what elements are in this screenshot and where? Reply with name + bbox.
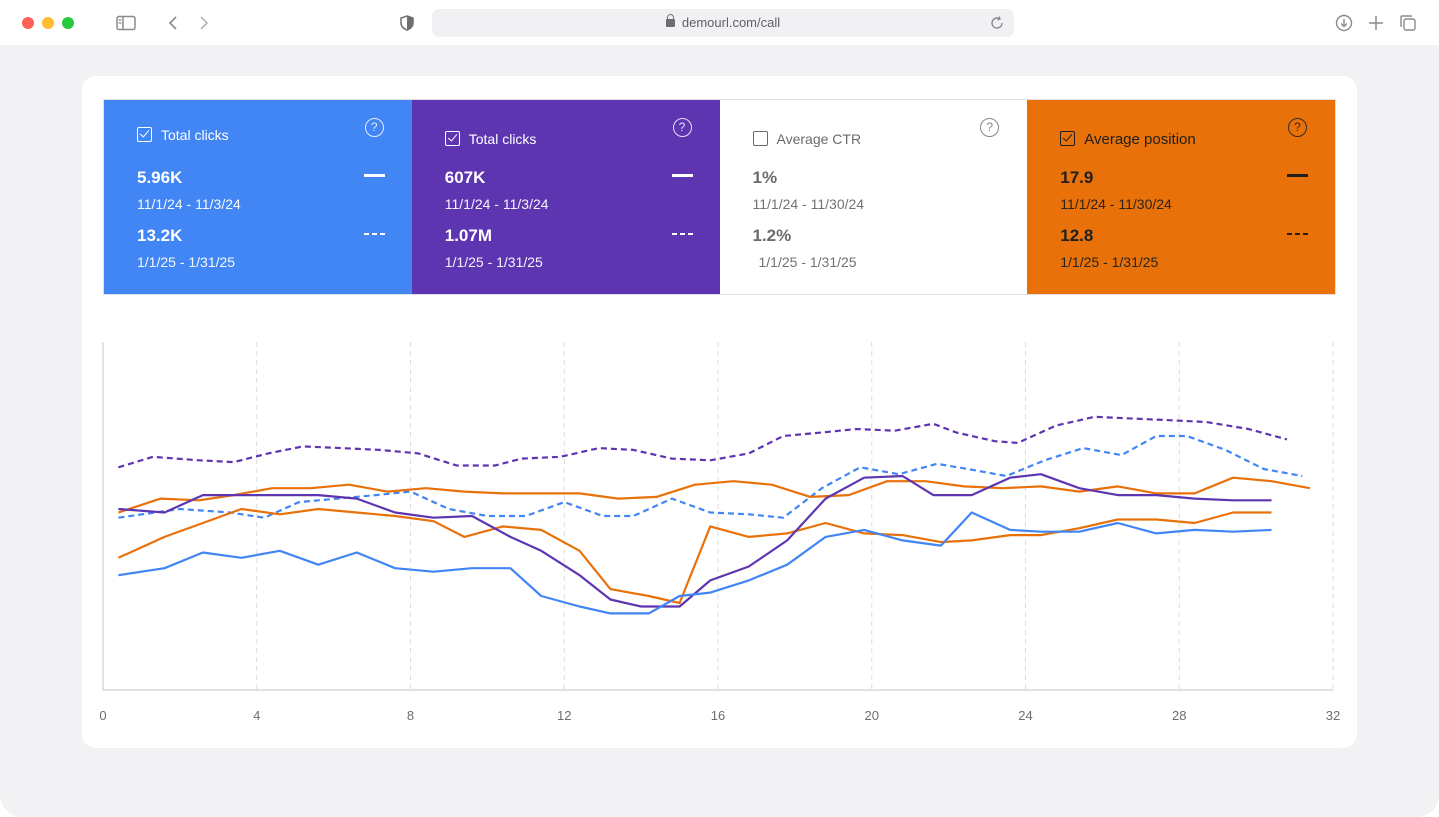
x-tick-label: 24 [1018, 708, 1032, 723]
url-text: demourl.com/call [681, 15, 781, 30]
performance-card: Total clicks ? 5.96K 11/1/24 - 11/3/24 1… [82, 76, 1357, 748]
metric-range-compare: 1/1/25 - 1/31/25 [137, 254, 236, 270]
x-tick-label: 4 [253, 708, 260, 723]
metric-value-current: 17.9 [1060, 168, 1094, 187]
maximize-window-button[interactable] [62, 17, 74, 29]
metric-value-compare: 13.2K [137, 226, 183, 245]
metric-range-current: 11/1/24 - 11/30/24 [752, 196, 865, 212]
metric-tile-total-clicks-2[interactable]: Total clicks ? 607K 11/1/24 - 11/3/24 1.… [411, 100, 720, 294]
metric-value-current: 1% [752, 168, 778, 187]
sidebar-toggle-icon[interactable] [115, 12, 137, 34]
minimize-window-button[interactable] [42, 17, 54, 29]
metric-label: Average CTR [776, 131, 862, 147]
x-tick-label: 32 [1326, 708, 1340, 723]
x-tick-label: 8 [407, 708, 414, 723]
metric-range-compare: 1/1/25 - 1/31/25 [758, 254, 857, 270]
metric-label: Total clicks [161, 127, 229, 143]
metric-tile-average-ctr[interactable]: Average CTR ? 1% 11/1/24 - 11/30/24 1.2%… [719, 100, 1028, 294]
help-icon[interactable]: ? [980, 118, 1000, 137]
metric-tile-total-clicks-1[interactable]: Total clicks ? 5.96K 11/1/24 - 11/3/24 1… [104, 100, 412, 294]
metric-range-current: 11/1/24 - 11/30/24 [1060, 196, 1172, 212]
series-line-3 [118, 476, 1311, 514]
help-icon[interactable]: ? [672, 118, 692, 137]
solid-line-legend-icon [363, 174, 385, 177]
metric-range-current: 11/1/24 - 11/3/24 [444, 196, 549, 212]
x-tick-label: 28 [1172, 708, 1186, 723]
x-tick-label: 12 [557, 708, 571, 723]
help-icon[interactable]: ? [1288, 118, 1307, 137]
shield-icon[interactable] [396, 12, 418, 34]
series-line-6 [118, 511, 1272, 615]
dashed-line-legend-icon [363, 233, 385, 235]
lock-icon [665, 14, 675, 27]
metric-value-compare: 1.2% [752, 226, 792, 245]
metric-value-compare: 1.07M [444, 226, 492, 245]
help-icon[interactable]: ? [364, 118, 384, 137]
metric-value-current: 607K [444, 168, 486, 187]
metric-value-compare: 12.8 [1060, 226, 1094, 245]
metric-range-compare: 1/1/25 - 1/31/25 [1060, 254, 1159, 270]
dashed-line-legend-icon [671, 233, 693, 235]
close-window-button[interactable] [22, 17, 34, 29]
page-background: Total clicks ? 5.96K 11/1/24 - 11/3/24 1… [0, 45, 1439, 817]
metric-tiles: Total clicks ? 5.96K 11/1/24 - 11/3/24 1… [103, 99, 1336, 295]
metric-label: Total clicks [468, 131, 537, 147]
metric-tile-average-position[interactable]: Average position ? 17.9 11/1/24 - 11/30/… [1027, 100, 1335, 294]
solid-line-legend-icon [671, 174, 693, 177]
metric-label: Average position [1084, 131, 1196, 148]
metric-value-current: 5.96K [137, 168, 183, 187]
back-icon[interactable] [162, 12, 184, 34]
x-tick-label: 0 [99, 708, 106, 723]
metric-range-current: 11/1/24 - 11/3/24 [137, 196, 241, 212]
forward-icon[interactable] [193, 12, 215, 34]
x-tick-label: 20 [865, 708, 879, 723]
browser-toolbar: demourl.com/call [0, 0, 1439, 45]
checkbox-icon[interactable] [444, 131, 460, 146]
metric-range-compare: 1/1/25 - 1/31/25 [444, 254, 543, 270]
series-line-5 [118, 473, 1272, 608]
download-icon[interactable] [1333, 12, 1355, 34]
solid-line-legend-icon [1287, 174, 1308, 177]
checkbox-icon[interactable] [752, 131, 768, 146]
checkbox-icon[interactable] [1060, 131, 1076, 146]
reload-icon[interactable] [986, 12, 1008, 34]
checkbox-icon[interactable] [137, 127, 152, 142]
series-line-1 [118, 415, 1288, 469]
performance-line-chart: 0 4 8 12 16 20 24 28 32 [99, 342, 1340, 723]
series-line-4 [117, 507, 1272, 605]
dashed-line-legend-icon [1287, 233, 1308, 235]
x-tick-label: 16 [711, 708, 725, 723]
new-tab-icon[interactable] [1365, 12, 1387, 34]
address-bar[interactable]: demourl.com/call [432, 9, 1014, 37]
tab-overview-icon[interactable] [1397, 12, 1419, 34]
